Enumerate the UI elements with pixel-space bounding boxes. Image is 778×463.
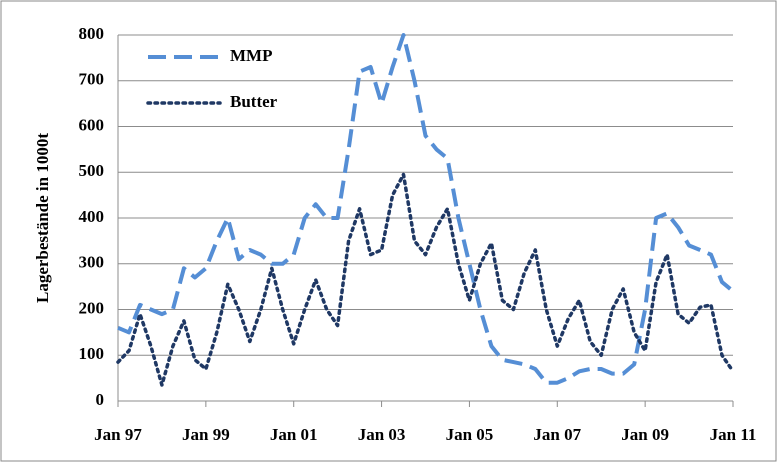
series-line [117,33,735,385]
y-tick-label: 100 [79,344,105,363]
x-tick-label: Jan 07 [533,425,581,444]
x-tick-label: Jan 03 [358,425,406,444]
legend-label: MMP [230,46,272,65]
y-tick-label: 0 [96,390,105,409]
x-tick-label: Jan 01 [270,425,318,444]
x-tick-label: Jan 09 [621,425,669,444]
y-tick-label: 400 [79,207,105,226]
y-tick-label: 600 [79,115,105,134]
y-tick-label: 700 [79,70,105,89]
y-tick-label: 300 [79,253,105,272]
x-tick-label: Jan 11 [710,425,757,444]
series-line [116,172,735,387]
x-tick-label: Jan 99 [182,425,230,444]
legend-label: Butter [230,92,278,111]
y-tick-label: 800 [79,24,105,43]
y-tick-label: 500 [79,161,105,180]
x-tick-label: Jan 05 [446,425,494,444]
x-tick-label: Jan 97 [94,425,142,444]
y-tick-label: 200 [79,298,105,317]
y-axis-title: Lagerbestände in 1000t [33,133,52,303]
